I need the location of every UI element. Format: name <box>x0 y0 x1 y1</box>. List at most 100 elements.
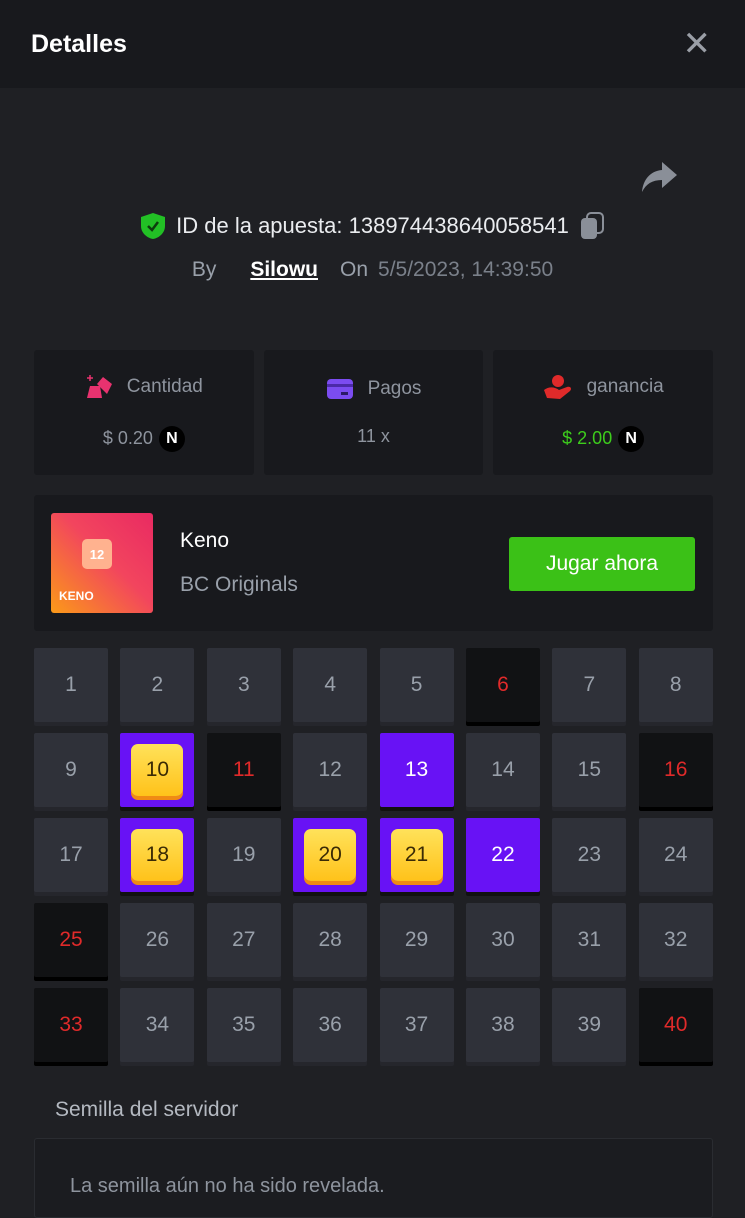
keno-tile: 14 <box>465 733 540 807</box>
keno-tile: 17 <box>34 818 108 892</box>
tile-number: 39 <box>577 1013 602 1036</box>
tile-number: 16 <box>664 758 688 781</box>
tile-number: 3 <box>237 673 250 696</box>
stat-label: ganancia <box>586 375 664 397</box>
bet-id-label: ID de la apuesta: <box>176 213 343 238</box>
keno-tile: 15 <box>552 733 627 807</box>
tile-number: 22 <box>491 843 515 866</box>
on-label: On <box>340 258 369 281</box>
share-icon[interactable] <box>640 160 678 194</box>
verified-shield-icon <box>141 213 166 239</box>
bet-id-row: ID de la apuesta: 138974438640058541 <box>0 212 745 240</box>
keno-tile: 7 <box>552 648 627 722</box>
stat-value: $ 2.00 <box>562 428 613 448</box>
tile-number: 34 <box>145 1013 170 1036</box>
stat-amount: Cantidad $ 0.20 N <box>34 350 254 475</box>
user-link[interactable]: Silowu <box>250 258 318 281</box>
keno-tile-drawn: 40 <box>638 988 713 1062</box>
tile-number: 11 <box>232 758 255 781</box>
tile-number: 9 <box>65 758 77 781</box>
tile-number: 2 <box>151 673 164 696</box>
stat-payout: Pagos 11 x <box>263 350 484 475</box>
header: Detalles ✕ <box>0 0 745 88</box>
keno-tile: 1 <box>34 648 108 722</box>
bet-meta: By Silowu On 5/5/2023, 14:39:50 <box>0 258 745 282</box>
keno-tile: 12 <box>293 733 368 807</box>
bet-date: 5/5/2023, 14:39:50 <box>378 258 554 281</box>
tile-number: 36 <box>318 1013 342 1036</box>
keno-tile-picked: 22 <box>465 818 540 892</box>
tile-number: 27 <box>232 928 256 951</box>
stats: Cantidad $ 0.20 N Pagos 11 x ganancia $ 2… <box>34 350 714 475</box>
tile-number: 14 <box>491 758 515 781</box>
tile-number: 7 <box>583 673 596 696</box>
tile-number: 13 <box>404 758 429 781</box>
stat-label: Pagos <box>367 378 422 399</box>
tile-number: 25 <box>59 928 83 951</box>
keno-tile: 2 <box>120 648 195 722</box>
keno-tile: 34 <box>120 988 195 1062</box>
keno-tile: 35 <box>206 988 281 1062</box>
tile-number: 6 <box>497 673 509 696</box>
keno-tile: 19 <box>206 818 281 892</box>
keno-tile-hit: 10 <box>120 733 195 807</box>
game-name[interactable]: Keno <box>180 529 230 552</box>
server-seed-value: La semilla aún no ha sido revelada. <box>70 1175 385 1197</box>
tile-number: 8 <box>669 673 682 696</box>
card-icon <box>326 379 353 399</box>
tile-number: 37 <box>404 1013 429 1036</box>
tile-number: 5 <box>410 673 423 696</box>
bet-id: 138974438640058541 <box>348 213 569 238</box>
tile-number: 4 <box>324 673 337 696</box>
keno-tile: 26 <box>120 903 195 977</box>
tile-number: 20 <box>304 829 357 881</box>
keno-tile-hit: 20 <box>293 818 368 892</box>
keno-tile: 28 <box>293 903 368 977</box>
tile-number: 19 <box>232 843 256 866</box>
gold-bars-icon <box>86 374 112 398</box>
keno-tile: 23 <box>552 818 627 892</box>
page-title: Detalles <box>31 29 127 58</box>
keno-tile-drawn: 11 <box>206 733 281 807</box>
tile-number: 31 <box>577 928 602 951</box>
tile-number: 17 <box>59 843 83 866</box>
tile-number: 32 <box>664 928 688 951</box>
stat-profit: ganancia $ 2.00 N <box>493 350 714 475</box>
thumb-gem: 12 <box>82 539 112 569</box>
server-seed-label: Semilla del servidor <box>55 1098 239 1121</box>
keno-tile: 37 <box>379 988 454 1062</box>
keno-tile-hit: 18 <box>120 818 195 892</box>
keno-tile: 24 <box>638 818 713 892</box>
profit-hand-icon <box>543 374 571 399</box>
game-card: 12 KENO Keno BC Originals Jugar ahora <box>34 495 713 631</box>
coin-icon: N <box>618 425 645 452</box>
tile-number: 38 <box>491 1013 515 1036</box>
server-seed-field: La semilla aún no ha sido revelada. <box>34 1138 713 1218</box>
stat-value: $ 0.20 <box>102 428 153 448</box>
tile-number: 40 <box>664 1013 688 1036</box>
coin-icon: N <box>158 425 185 452</box>
keno-tile: 4 <box>293 648 368 722</box>
keno-tile: 8 <box>638 648 713 722</box>
keno-tile-drawn: 33 <box>34 988 108 1062</box>
close-icon[interactable]: ✕ <box>682 25 712 63</box>
tile-number: 30 <box>491 928 515 951</box>
stat-value: 11 x <box>357 426 390 446</box>
tile-number: 15 <box>577 758 602 781</box>
tile-number: 21 <box>390 829 443 881</box>
keno-grid: 1 2 3 4 5 6 7 8 9 10 11 12 13 14 15 16 17 18 19 20 21 22 23 24 2… <box>34 648 713 1062</box>
thumb-logo: KENO <box>59 589 94 603</box>
play-now-button[interactable]: Jugar ahora <box>509 537 695 591</box>
stat-label: Cantidad <box>126 375 203 397</box>
keno-tile: 27 <box>206 903 281 977</box>
tile-number: 12 <box>318 758 342 781</box>
tile-number: 35 <box>232 1013 256 1036</box>
tile-number: 26 <box>145 928 170 951</box>
copy-icon[interactable] <box>579 212 605 240</box>
game-provider: BC Originals <box>180 573 298 596</box>
tile-number: 29 <box>404 928 429 951</box>
tile-number: 28 <box>318 928 342 951</box>
keno-tile: 9 <box>34 733 108 807</box>
game-thumbnail[interactable]: 12 KENO <box>51 513 153 613</box>
keno-tile: 31 <box>552 903 627 977</box>
